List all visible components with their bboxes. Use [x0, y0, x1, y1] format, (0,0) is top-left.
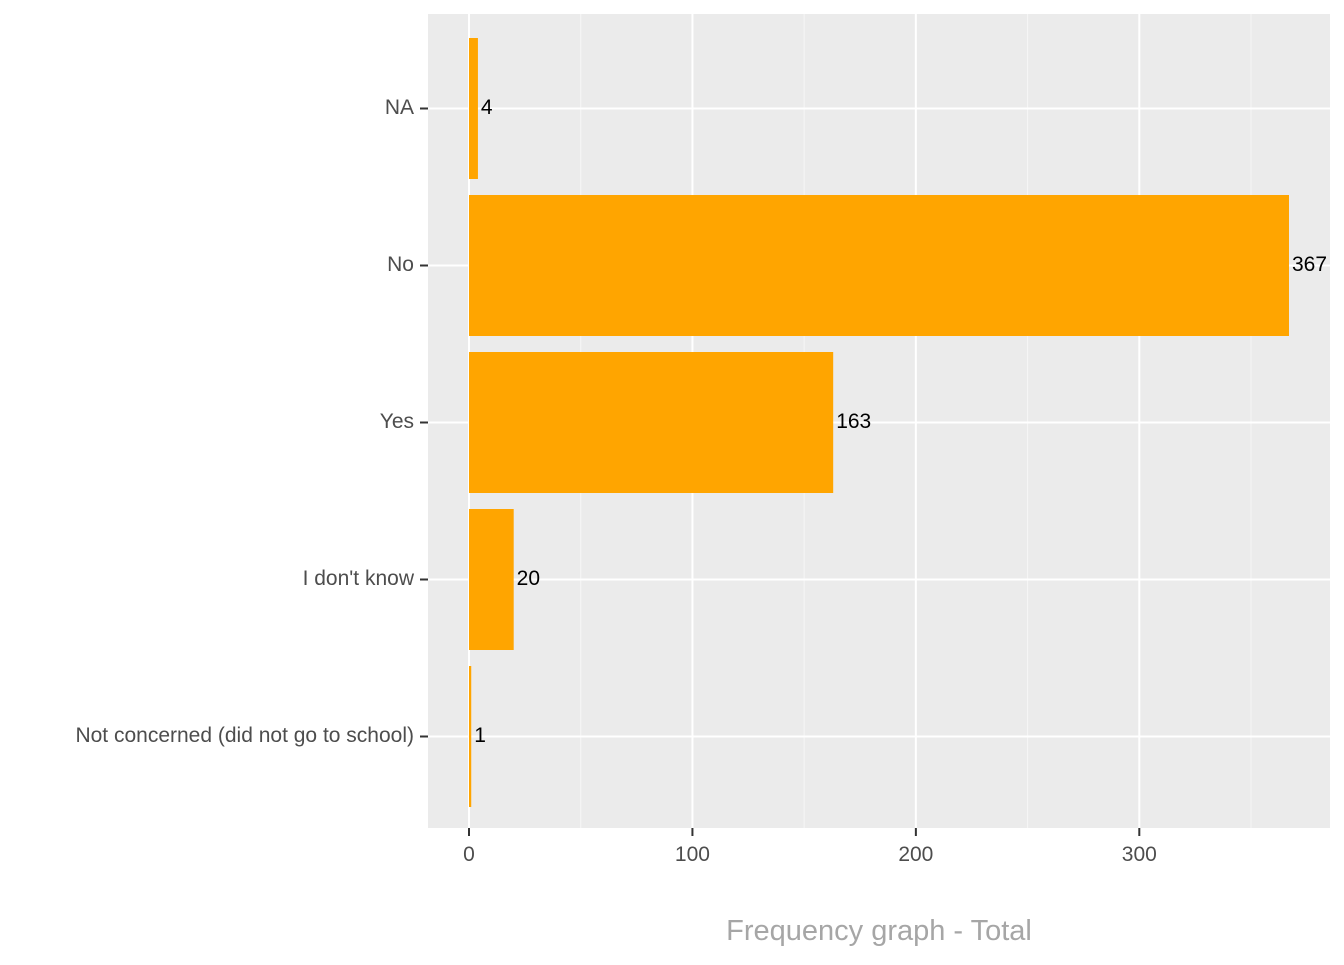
y-tick-label: I don't know: [303, 567, 415, 590]
bar: [469, 352, 834, 493]
y-tick-label: Not concerned (did not go to school): [75, 724, 414, 747]
x-axis-title: Frequency graph - Total: [726, 915, 1032, 947]
x-tick-label: 200: [898, 843, 933, 866]
data-labels: 4 367 163 20 1: [474, 96, 1327, 747]
y-tick-label: Yes: [380, 410, 414, 433]
bar: [469, 666, 472, 807]
bar: [469, 509, 514, 650]
bars: [469, 38, 1289, 807]
x-tick-label: 300: [1122, 843, 1157, 866]
y-tick-label: No: [387, 253, 414, 276]
data-label: 4: [481, 96, 493, 119]
y-tick-label: NA: [385, 96, 414, 119]
x-tick-label: 0: [463, 843, 475, 866]
bar: [469, 38, 478, 179]
x-tick-label: 100: [675, 843, 710, 866]
data-label: 367: [1292, 253, 1327, 276]
x-axis: 0 100 200 300: [463, 828, 1157, 866]
data-label: 163: [836, 410, 871, 433]
y-axis: NA No Yes I don't know Not concerned (did no…: [75, 96, 428, 747]
data-label: 20: [517, 567, 540, 590]
data-label: 1: [474, 724, 486, 747]
bar: [469, 195, 1289, 336]
